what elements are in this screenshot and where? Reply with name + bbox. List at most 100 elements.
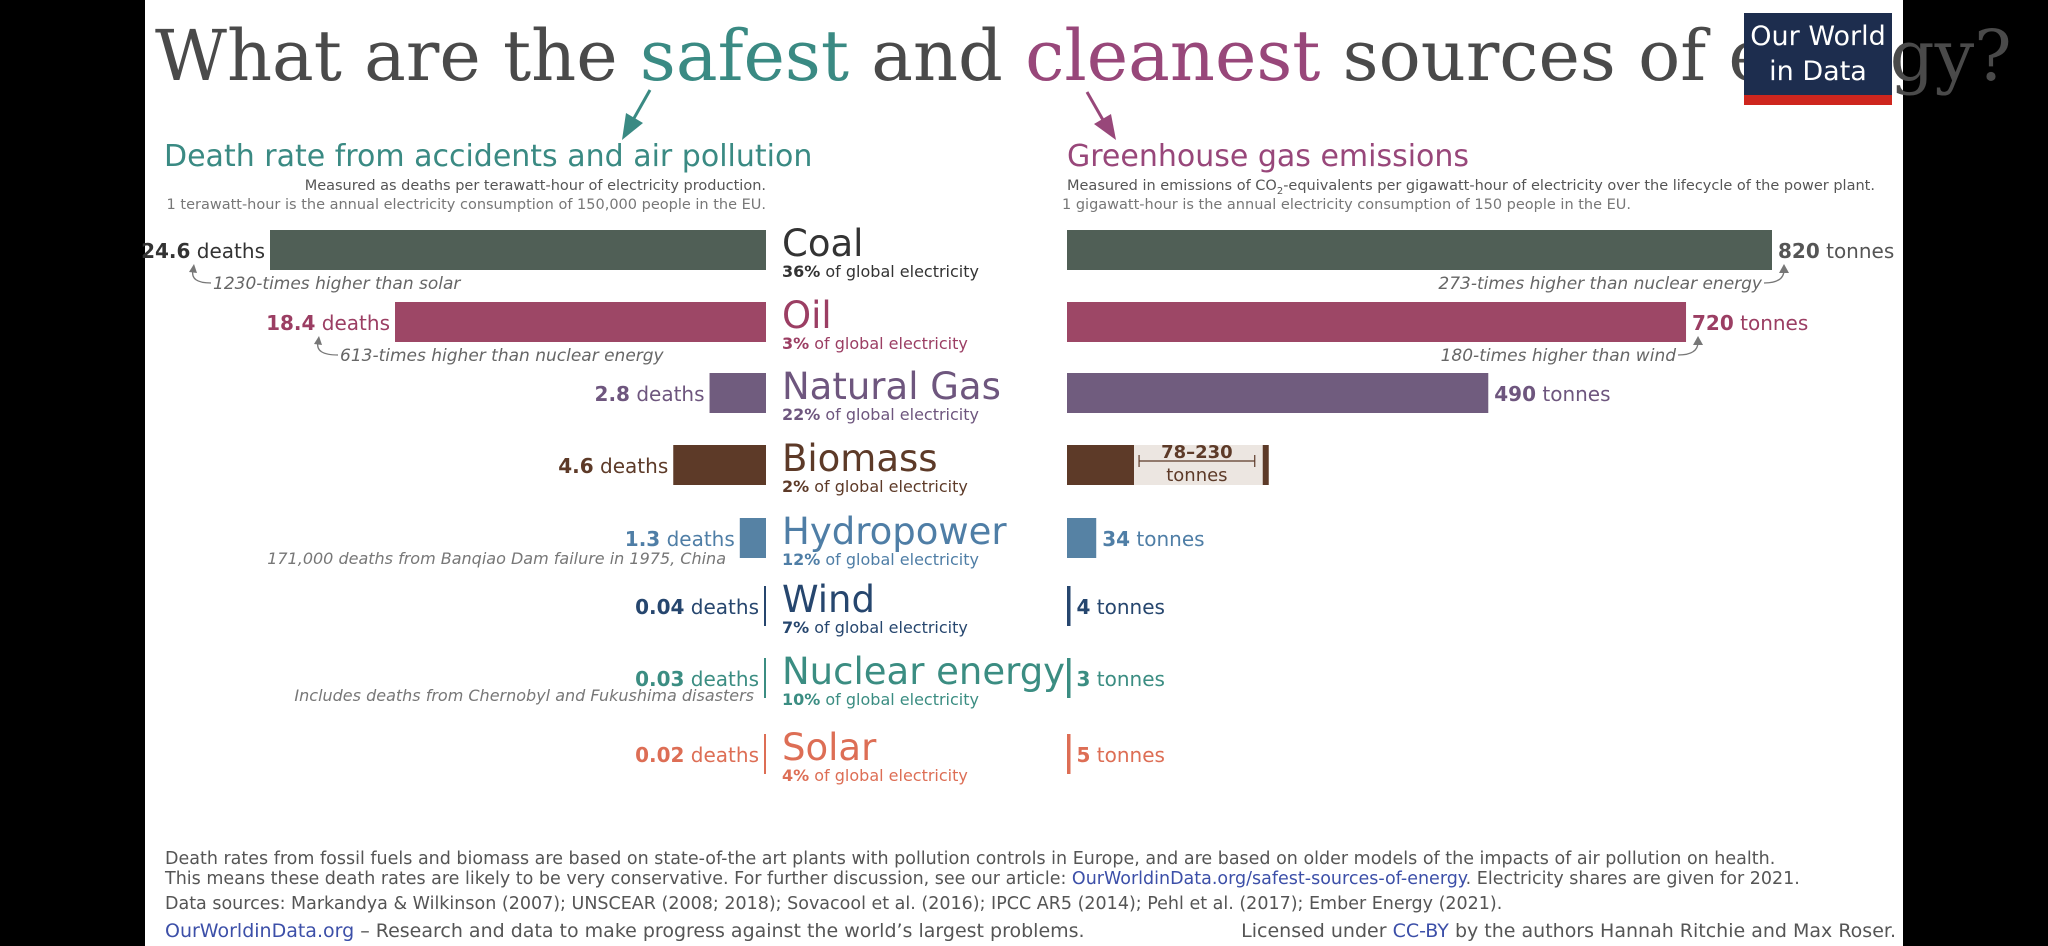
page-title: What are the safest and cleanest sources… [155, 15, 2012, 97]
cc-by-link[interactable]: CC-BY [1393, 920, 1450, 942]
ghg-unit-wind: tonnes [1090, 595, 1165, 619]
footer-line2-end: . Electricity shares are given for 2021. [1466, 869, 1800, 889]
ghg-value-oil: 720 [1692, 311, 1734, 335]
ghg-value-nuclear-energy: 3 [1077, 667, 1091, 691]
ghg-label-coal: 820 tonnes [1778, 239, 1894, 263]
ghg-note-coal: 273-times higher than nuclear energy [1438, 274, 1763, 294]
energy-row-oil: 18.4 deaths 613-times higher than nuclear… [266, 294, 1808, 366]
death-label-coal: 24.6 deaths [141, 239, 265, 263]
footer-tagline: OurWorldinData.org – Research and data t… [165, 920, 1085, 942]
death-unit-oil: deaths [315, 311, 390, 335]
death-bar-natural-gas [709, 373, 766, 413]
share-suffix-oil: of global electricity [809, 334, 968, 353]
share-coal: 36% of global electricity [782, 262, 979, 281]
right-panel-sub1: Measured in emissions of CO2-equivalents… [1067, 178, 1875, 197]
share-suffix-coal: of global electricity [820, 262, 979, 281]
tagline-text: – Research and data to make progress aga… [354, 920, 1084, 942]
title-safest: safest [640, 15, 849, 97]
ghg-unit-coal: tonnes [1820, 239, 1895, 263]
infographic-background [145, 0, 1903, 946]
death-bar-biomass [673, 445, 766, 485]
death-bar-hydropower [739, 518, 766, 558]
ghg-range-biomass [1134, 445, 1265, 485]
left-panel-sub2: 1 terawatt-hour is the annual electricit… [167, 197, 766, 213]
owid-logo[interactable]: Our World in Data [1744, 13, 1892, 105]
ghg-unit-oil: tonnes [1734, 311, 1809, 335]
cleanest-arrow-icon [1085, 91, 1116, 140]
title-part3: sources of energy? [1320, 15, 2011, 97]
death-value-coal: 24.6 [141, 239, 190, 263]
note-arrowhead-oil [314, 336, 322, 345]
ghg-value-hydropower: 34 [1102, 527, 1130, 551]
death-bar-oil [395, 302, 766, 342]
share-nuclear-energy: 10% of global electricity [782, 690, 979, 709]
share-value-coal: 36% [782, 262, 820, 281]
ghg-label-solar: 5 tonnes [1077, 743, 1165, 767]
safest-arrow-icon [622, 89, 652, 140]
ghg-note-oil: 180-times higher than wind [1441, 346, 1677, 366]
death-value-wind: 0.04 [635, 595, 684, 619]
share-suffix-solar: of global electricity [809, 766, 968, 785]
source-name-coal: Coal [782, 222, 863, 265]
ghg-label-hydropower: 34 tonnes [1102, 527, 1204, 551]
death-label-nuclear-energy: 0.03 deaths [635, 667, 759, 691]
right-panel-heading: Greenhouse gas emissions [1067, 139, 1469, 174]
share-oil: 3% of global electricity [782, 334, 968, 353]
death-value-biomass: 4.6 [558, 454, 593, 478]
footer-note-line2: This means these death rates are likely … [164, 869, 1800, 889]
death-bar-coal [270, 230, 766, 270]
ghg-bar-coal [1067, 230, 1772, 270]
owid-link[interactable]: OurWorldinData.org [165, 920, 354, 942]
share-natural-gas: 22% of global electricity [782, 405, 979, 424]
share-value-hydropower: 12% [782, 550, 820, 569]
license-text: Licensed under CC-BY by the authors Hann… [1241, 920, 1896, 942]
title-cleanest: cleanest [1025, 15, 1320, 97]
share-biomass: 2% of global electricity [782, 477, 968, 496]
article-link[interactable]: OurWorldinData.org/safest-sources-of-ene… [1072, 869, 1468, 889]
ghg-bar-natural-gas [1067, 373, 1489, 413]
ghg-bar-wind [1067, 586, 1071, 626]
energy-row-coal: 24.6 deaths 1230-times higher than solar C… [141, 222, 1894, 294]
death-note-oil: 613-times higher than nuclear energy [340, 346, 665, 366]
ghg-value-solar: 5 [1077, 743, 1091, 767]
source-name-nuclear-energy: Nuclear energy [782, 650, 1065, 693]
ghg-unit-hydropower: tonnes [1130, 527, 1205, 551]
ghg-label-nuclear-energy: 3 tonnes [1077, 667, 1165, 691]
ghg-note-arrowhead-oil [1693, 336, 1704, 345]
license-authors: by the authors Hannah Ritchie and Max Ro… [1449, 920, 1896, 942]
logo-line2: in Data [1769, 56, 1867, 87]
ghg-unit-biomass: tonnes [1166, 465, 1227, 486]
death-note-nuclear-energy: Includes deaths from Chernobyl and Fukus… [294, 686, 754, 705]
death-unit-hydropower: deaths [660, 527, 735, 551]
ghg-unit-solar: tonnes [1090, 743, 1165, 767]
note-arrowhead-coal [189, 264, 197, 273]
logo-accent-bar [1744, 95, 1892, 105]
death-unit-coal: deaths [190, 239, 265, 263]
ghg-note-arrowhead-coal [1779, 264, 1789, 273]
footer-note-line1: Death rates from fossil fuels and biomas… [165, 849, 1775, 869]
chart-rows: 24.6 deaths 1230-times higher than solar C… [141, 222, 1894, 785]
ghg-bar-biomass [1067, 445, 1135, 485]
ghg-bar-nuclear-energy [1067, 658, 1071, 698]
death-bar-wind [764, 586, 766, 626]
right-panel-sub2: 1 gigawatt-hour is the annual electricit… [1062, 197, 1631, 213]
ghg-value-biomass: 78–230 [1161, 442, 1233, 463]
source-name-oil: Oil [782, 294, 832, 337]
death-label-natural-gas: 2.8 deaths [595, 382, 705, 406]
right-sub1-b: -equivalents per gigawatt-hour of electr… [1283, 178, 1875, 194]
death-value-hydropower: 1.3 [625, 527, 660, 551]
share-value-wind: 7% [782, 618, 809, 637]
death-label-solar: 0.02 deaths [635, 743, 759, 767]
source-name-biomass: Biomass [782, 437, 938, 480]
ghg-bar-solar [1067, 734, 1071, 774]
death-label-hydropower: 1.3 deaths [625, 527, 735, 551]
ghg-bar-oil [1067, 302, 1687, 342]
ghg-value-natural-gas: 490 [1494, 382, 1536, 406]
death-value-solar: 0.02 [635, 743, 684, 767]
